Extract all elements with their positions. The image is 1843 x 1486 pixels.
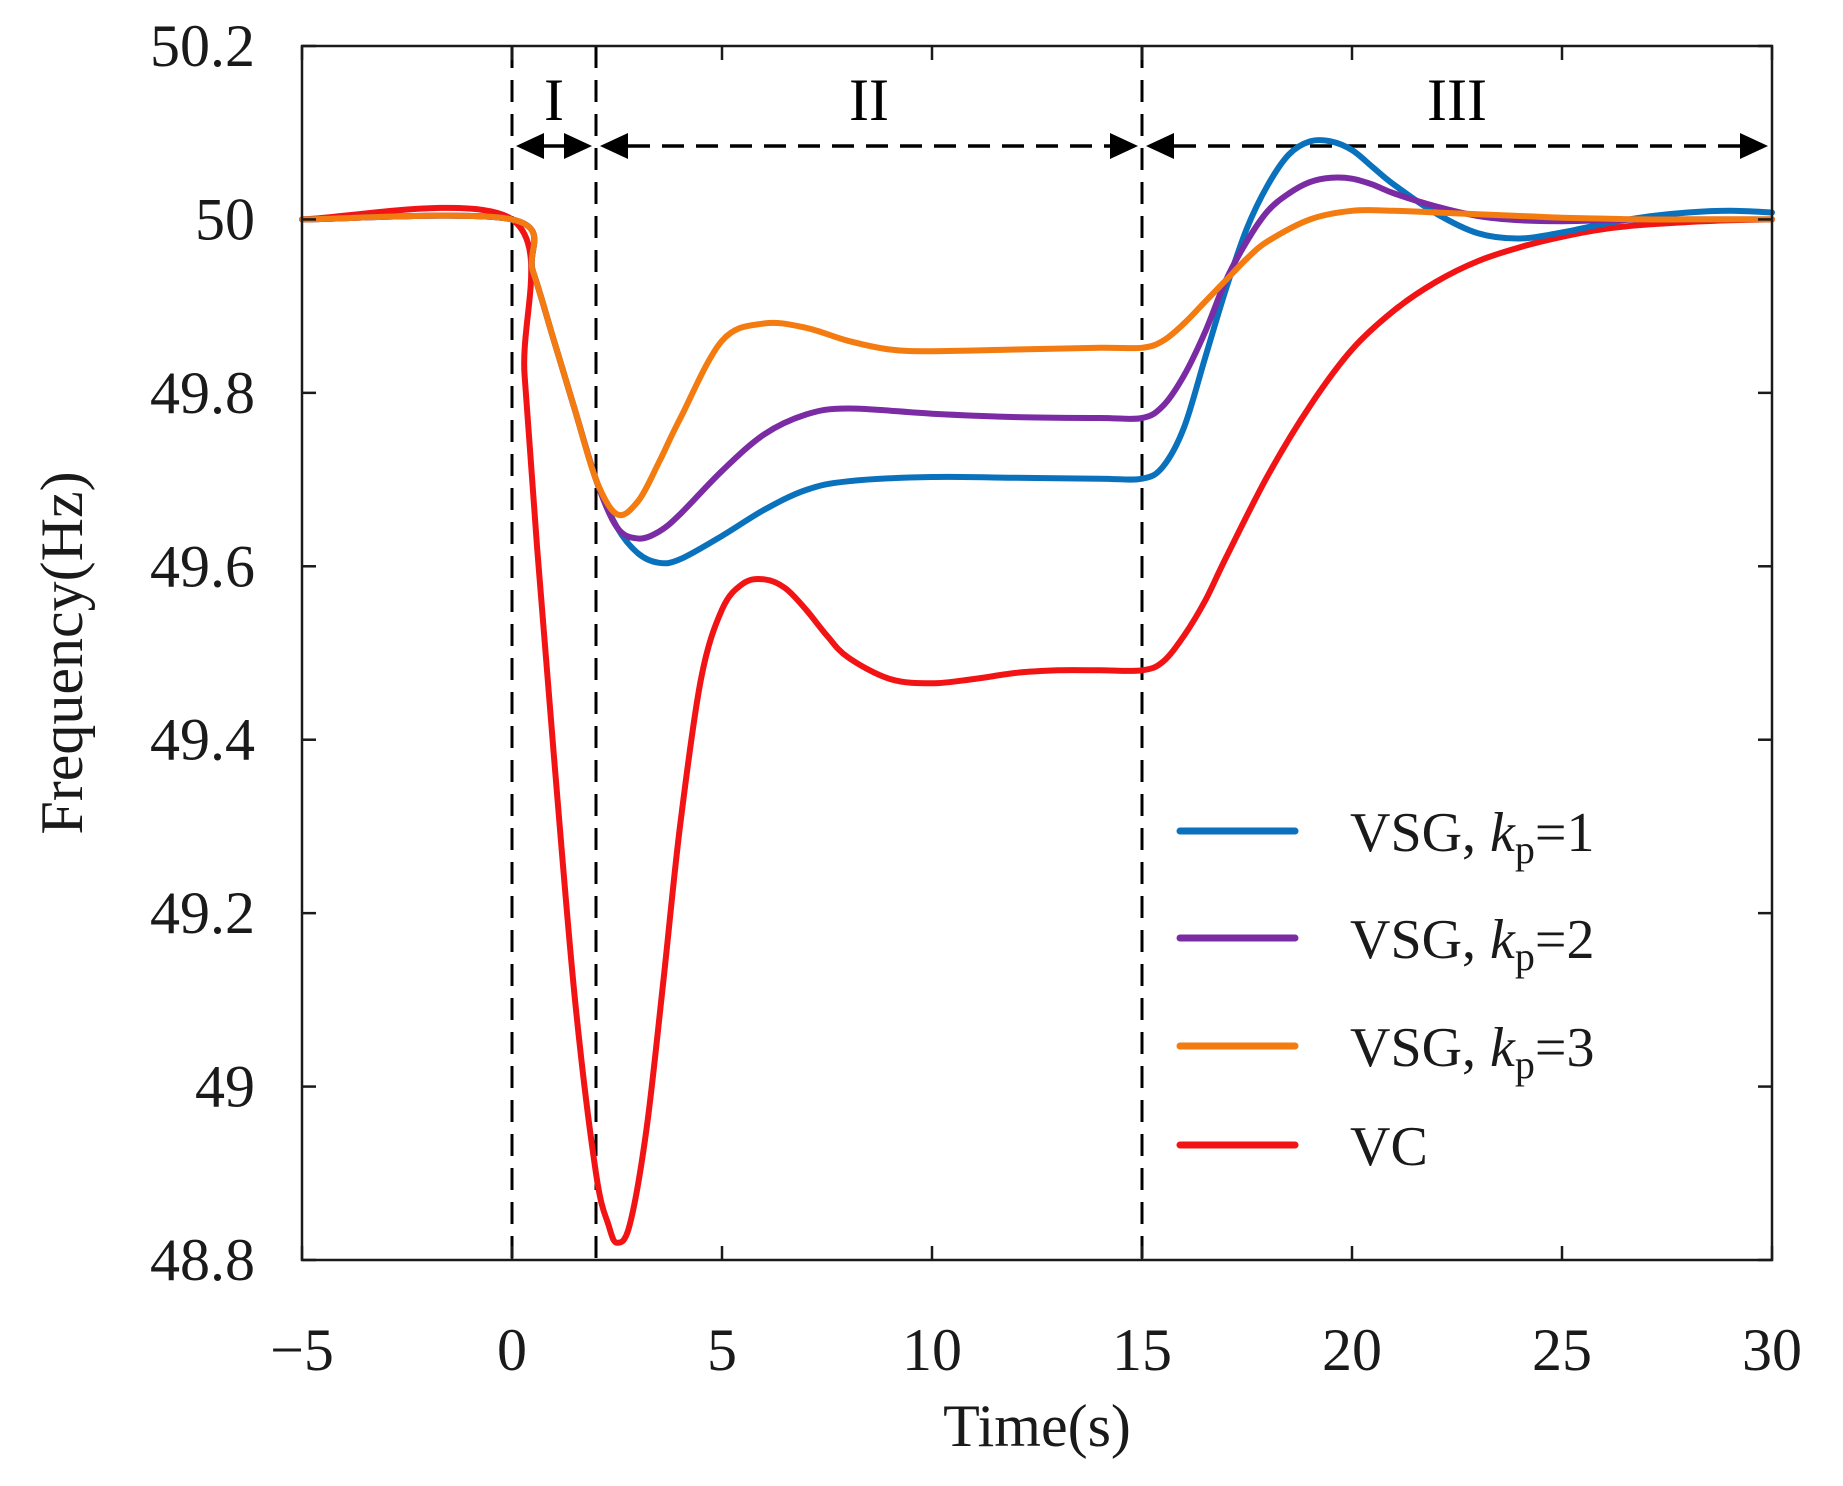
y-tick-label: 50.2 [150, 13, 255, 79]
region-label: I [544, 67, 564, 133]
legend-suffix: =1 [1535, 802, 1595, 864]
region-arrow-head-left [600, 133, 628, 159]
legend-subscript: p [1515, 1042, 1535, 1087]
plot-frame [300, 44, 1774, 1262]
legend-entry: VSG, kp=1 [1350, 802, 1594, 872]
legend-entry: VC [1350, 1116, 1428, 1178]
x-tick-label: 5 [707, 1317, 737, 1383]
x-tick-label: 20 [1322, 1317, 1382, 1383]
y-tick-label: 49 [195, 1054, 255, 1120]
y-tick-label: 49.6 [150, 533, 255, 599]
region-arrow-head-left [1146, 133, 1174, 159]
x-tick-label: −5 [270, 1317, 334, 1383]
x-tick-label: 30 [1742, 1317, 1802, 1383]
region-label: III [1427, 67, 1487, 133]
legend-k: k [1490, 1017, 1516, 1079]
region-annotations: I II III [510, 46, 1768, 1260]
legend-suffix: =3 [1535, 1017, 1595, 1079]
y-tick-label: 50 [195, 186, 255, 252]
x-tick-label: 0 [497, 1317, 527, 1383]
legend-entry: VSG, kp=2 [1350, 909, 1594, 979]
y-tick-label: 48.8 [150, 1227, 255, 1293]
x-tick-label: 15 [1112, 1317, 1172, 1383]
legend-suffix: =2 [1535, 909, 1595, 971]
series-lines [299, 137, 1775, 1246]
series-line-3 [299, 207, 1775, 519]
region-arrow-head-right [1740, 133, 1768, 159]
y-tick-label: 49.4 [150, 707, 255, 773]
x-axis-title: Time(s) [943, 1393, 1131, 1459]
y-tick-label: 49.8 [150, 360, 255, 426]
legend-subscript: p [1515, 827, 1535, 872]
legend-k: k [1490, 802, 1516, 864]
series-line-4 [299, 204, 1775, 1246]
x-tick-label: 10 [902, 1317, 962, 1383]
y-axis-title: Frequency(Hz) [29, 471, 95, 834]
region-arrow-head-right [1110, 133, 1138, 159]
axis-ticks: −5 0 5 10 15 20 25 30 48.8 49 49.2 49.4 49.6 49.8 50 50… [150, 13, 1802, 1383]
legend-subscript: p [1515, 934, 1535, 979]
region-arrow-head-left [516, 133, 544, 159]
y-tick-label: 49.2 [150, 880, 255, 946]
x-tick-label: 25 [1532, 1317, 1592, 1383]
legend-prefix: VC [1350, 1116, 1428, 1178]
legend-k: k [1490, 909, 1516, 971]
region-arrow-head-right [564, 133, 592, 159]
legend-prefix: VSG, [1350, 802, 1490, 864]
legend-prefix: VSG, [1350, 909, 1490, 971]
legend-prefix: VSG, [1350, 1017, 1490, 1079]
region-label: II [849, 67, 889, 133]
legend-entry: VSG, kp=3 [1350, 1017, 1594, 1087]
